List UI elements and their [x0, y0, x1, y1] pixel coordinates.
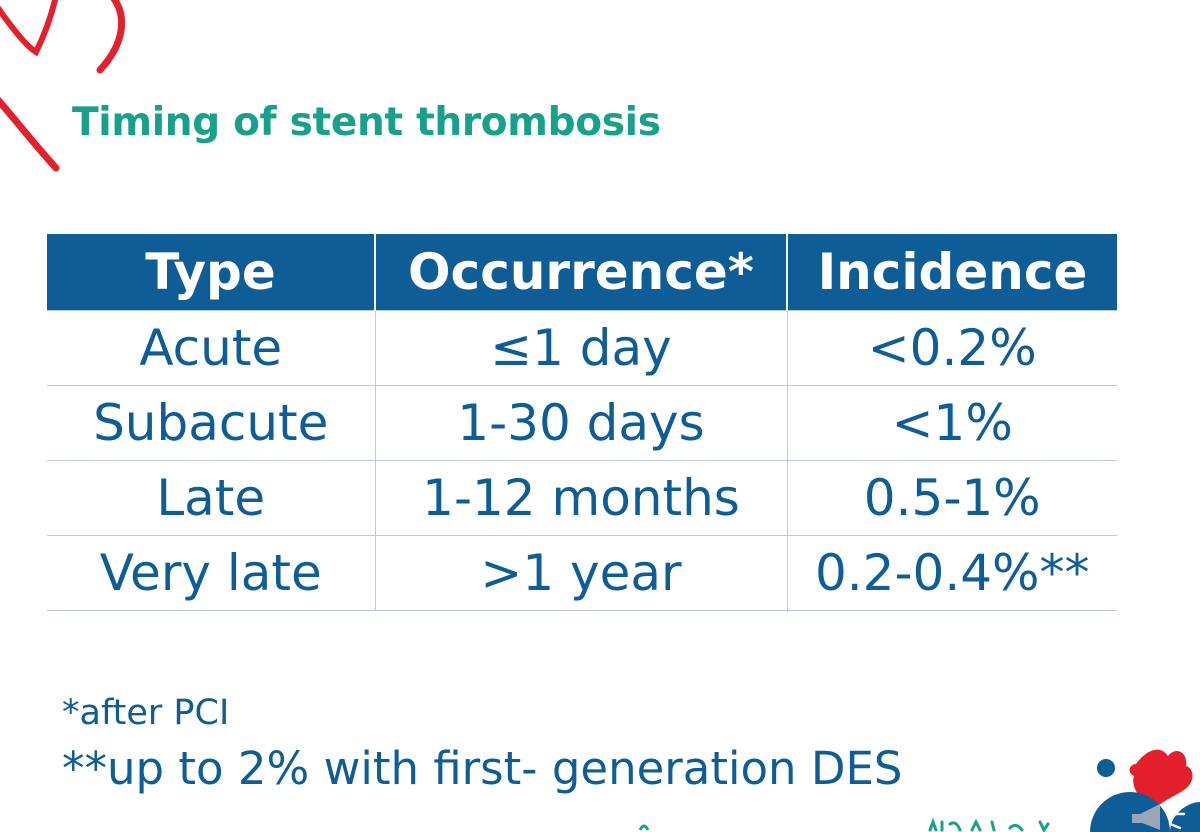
cell-occurrence: >1 year	[374, 535, 788, 611]
cell-type: Late	[47, 460, 376, 536]
decorative-squiggle	[638, 818, 1050, 832]
stent-thrombosis-table: Type Occurrence* Incidence Acute ≤1 day …	[47, 234, 1117, 611]
cell-occurrence: 1-30 days	[374, 385, 788, 461]
megaphone-icon	[1090, 749, 1200, 832]
header-type: Type	[47, 234, 375, 311]
cell-incidence: 0.5-1%	[786, 460, 1117, 536]
cell-incidence: <0.2%	[786, 310, 1117, 386]
table-header-row: Type Occurrence* Incidence	[47, 234, 1117, 311]
table-row: Very late >1 year 0.2-0.4%**	[47, 535, 1117, 611]
cell-occurrence: ≤1 day	[374, 310, 788, 386]
table-row: Acute ≤1 day <0.2%	[47, 310, 1117, 386]
cell-occurrence: 1-12 months	[374, 460, 788, 536]
cell-type: Subacute	[47, 385, 376, 461]
cell-incidence: 0.2-0.4%**	[786, 535, 1117, 611]
cell-type: Very late	[47, 535, 376, 611]
footnote-first-generation-des: **up to 2% with first- generation DES	[62, 742, 903, 795]
cell-type: Acute	[47, 310, 376, 386]
slide-title: Timing of stent thrombosis	[72, 100, 661, 145]
header-incidence: Incidence	[786, 234, 1117, 311]
footnote-after-pci: *after PCI	[62, 693, 230, 733]
table-row: Subacute 1-30 days <1%	[47, 385, 1117, 461]
cell-incidence: <1%	[786, 385, 1117, 461]
table-row: Late 1-12 months 0.5-1%	[47, 460, 1117, 536]
header-occurrence: Occurrence*	[374, 234, 787, 311]
heart-logo-icon	[0, 0, 126, 172]
